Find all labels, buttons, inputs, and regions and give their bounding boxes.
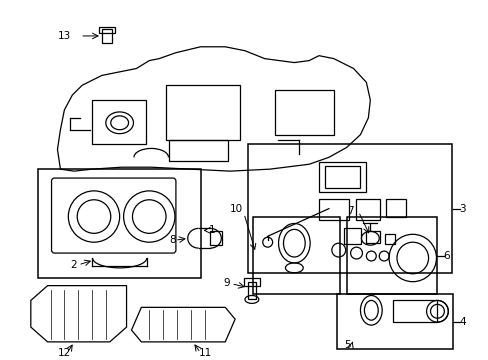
Polygon shape <box>131 307 235 342</box>
Text: 4: 4 <box>458 317 465 327</box>
Bar <box>247 282 255 300</box>
Text: 13: 13 <box>58 31 71 41</box>
Bar <box>274 90 333 135</box>
Bar <box>385 234 394 244</box>
Bar <box>386 199 405 217</box>
Text: 9: 9 <box>223 278 230 288</box>
Bar <box>392 301 437 322</box>
Bar <box>318 162 366 192</box>
Text: 10: 10 <box>229 204 243 213</box>
Polygon shape <box>31 285 126 342</box>
Bar <box>318 199 348 220</box>
Text: 2: 2 <box>70 260 77 270</box>
Bar <box>38 169 200 278</box>
Polygon shape <box>58 47 369 171</box>
Text: 3: 3 <box>458 204 465 213</box>
Bar <box>99 27 115 33</box>
Bar <box>247 144 451 273</box>
Text: 12: 12 <box>58 348 71 358</box>
Bar <box>92 100 146 144</box>
Bar <box>102 29 112 43</box>
Bar <box>210 231 222 245</box>
Bar <box>336 293 452 349</box>
Bar <box>166 85 240 140</box>
Text: 11: 11 <box>198 348 211 358</box>
Text: 7: 7 <box>346 206 352 216</box>
Text: 8: 8 <box>169 235 176 245</box>
Text: 5: 5 <box>343 340 349 350</box>
Bar <box>366 231 380 243</box>
Bar <box>324 166 360 188</box>
Bar <box>252 217 339 293</box>
Bar <box>355 199 380 220</box>
Text: 1: 1 <box>208 225 215 235</box>
Text: 6: 6 <box>443 251 449 261</box>
Bar <box>343 228 361 244</box>
Bar <box>169 140 228 161</box>
Bar <box>346 217 437 293</box>
Bar <box>244 278 259 285</box>
